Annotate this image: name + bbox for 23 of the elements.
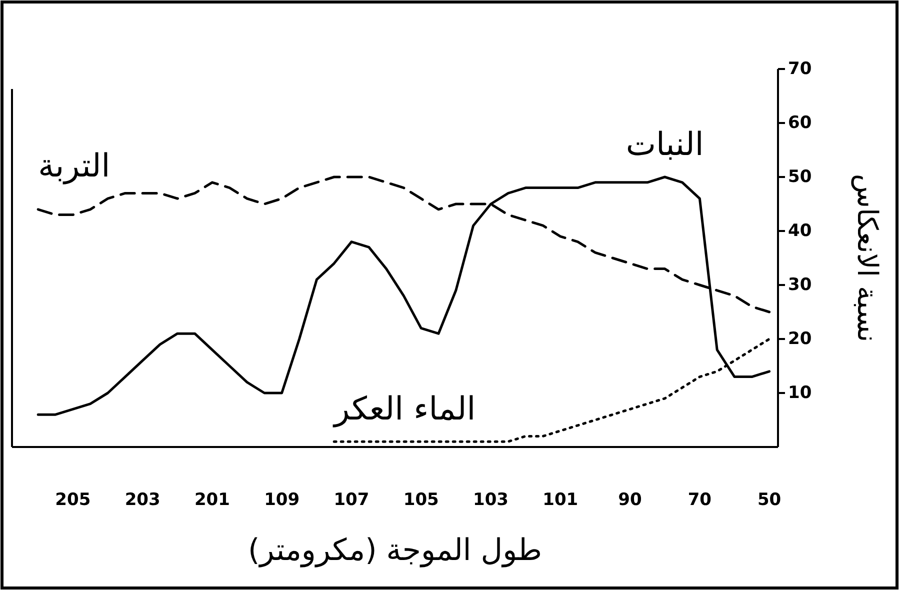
y-tick-label: 40 — [788, 221, 812, 241]
x-tick-label: 70 — [688, 490, 712, 510]
y-tick-label: 20 — [788, 329, 812, 349]
series-label: الماء العكر — [332, 390, 476, 428]
y-tick-label: 70 — [788, 59, 812, 79]
x-tick-label: 203 — [124, 490, 160, 510]
y-tick-label: 30 — [788, 275, 812, 295]
x-tick-label: 101 — [542, 490, 578, 510]
x-tick-label: 205 — [55, 490, 91, 510]
y-axis-title: نسبة الانعكاس — [851, 174, 884, 342]
x-tick-label: 90 — [618, 490, 642, 510]
x-tick-label: 109 — [264, 490, 300, 510]
x-axis-title: طول الموجة (مكرومتر) — [248, 533, 542, 568]
y-tick-label: 60 — [788, 113, 812, 133]
x-tick-label: 105 — [403, 490, 439, 510]
x-tick-label: 201 — [194, 490, 230, 510]
series-label: التربة — [38, 146, 110, 185]
series-label: النبات — [626, 125, 704, 163]
y-tick-label: 50 — [788, 167, 812, 187]
x-tick-label: 107 — [334, 490, 370, 510]
x-tick-label: 50 — [757, 490, 782, 510]
x-tick-label: 103 — [473, 490, 508, 510]
y-tick-label: 10 — [788, 383, 812, 403]
